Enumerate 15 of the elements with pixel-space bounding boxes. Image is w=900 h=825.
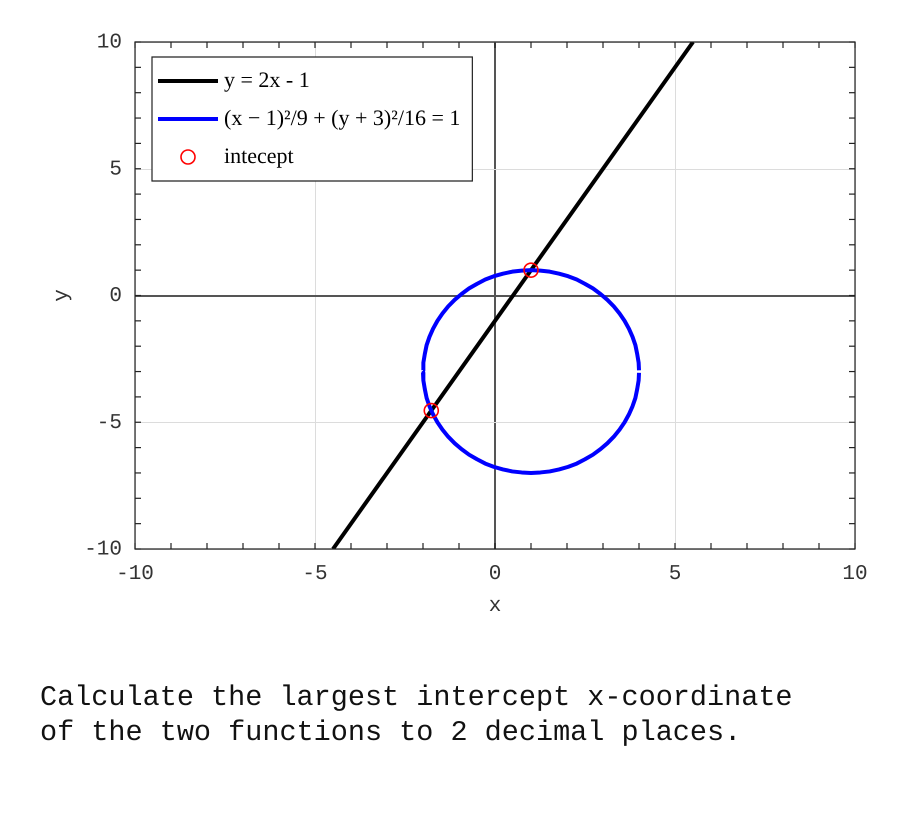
- x-tick-label: 10: [842, 563, 868, 586]
- y-tick-label: -10: [84, 538, 122, 562]
- legend-label: intecept: [224, 142, 294, 168]
- y-tick-label: -5: [96, 412, 122, 435]
- text: Calculate the largest intercept x-coordinate of the two functions to 2 decimal places.: [40, 680, 794, 750]
- x-axis-title: x: [488, 594, 502, 618]
- legend-label: (x − 1)²/9 + (y + 3)²/16 = 1: [224, 104, 460, 130]
- x-tick-label: 5: [668, 563, 682, 586]
- y-tick-label: 0: [109, 285, 122, 308]
- x-tick-label: 0: [488, 563, 502, 586]
- y-tick-label: 5: [109, 158, 122, 182]
- legend-label: y = 2x - 1: [224, 66, 310, 92]
- y-tick-label: 10: [96, 32, 122, 55]
- x-tick-label: -5: [302, 563, 328, 586]
- y-axis-title: y: [51, 289, 74, 302]
